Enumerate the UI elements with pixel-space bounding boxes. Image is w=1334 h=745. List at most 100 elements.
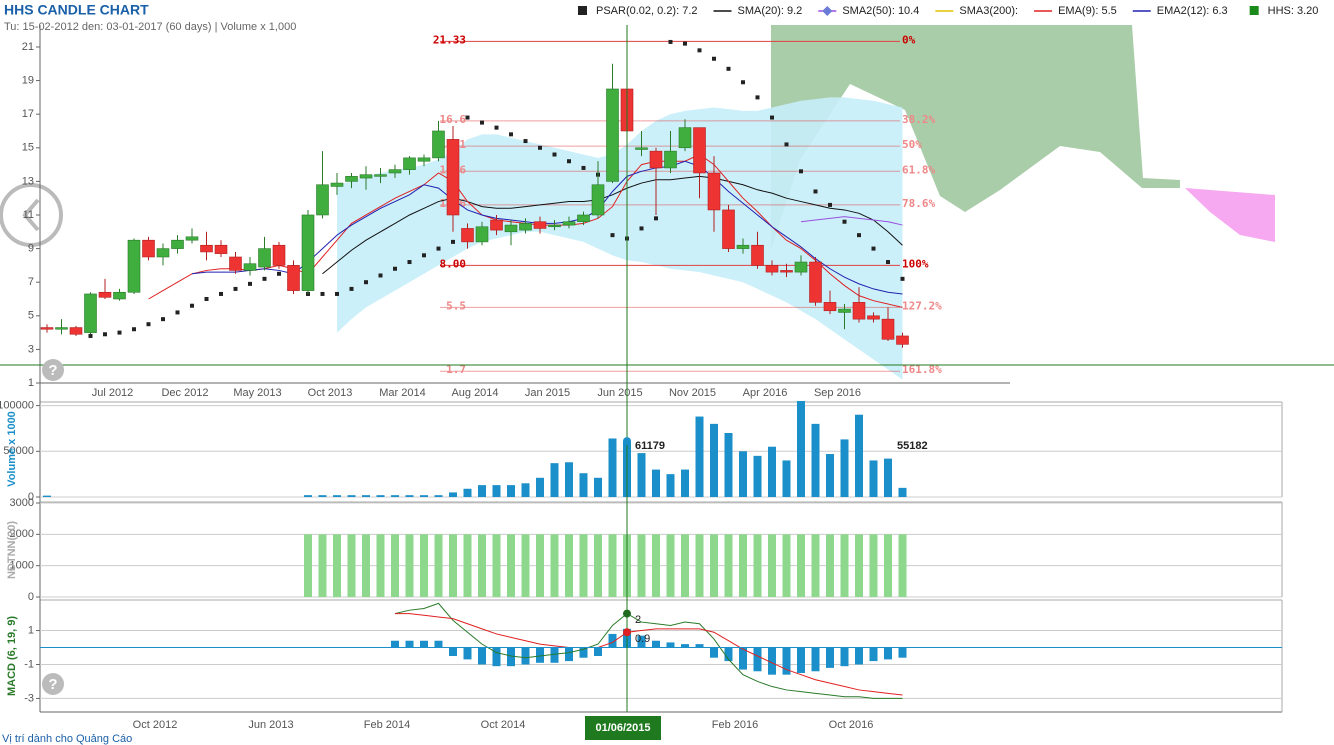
fib-value-label: 1.7 [446,363,466,376]
bar [739,647,747,670]
psar-dot [900,276,905,281]
bar [434,534,443,597]
psar-dot [683,41,687,46]
nav-prev[interactable] [0,183,63,247]
bar [608,633,617,648]
bar [695,644,704,648]
bar [434,495,443,497]
bar [884,458,892,497]
candle-body [98,291,112,298]
bar [333,534,341,597]
bar [869,534,878,597]
x-tick-label: Nov 2015 [669,387,716,399]
candle-body [55,327,68,330]
bar [826,534,834,597]
candle-body [388,169,402,174]
bar [565,647,573,662]
help-icon[interactable] [42,673,64,695]
bar [724,534,733,597]
candle-body [330,182,344,187]
bar [826,454,834,497]
bar [347,495,356,497]
help-icon[interactable] [42,359,64,381]
bar [43,495,51,497]
bar [420,495,428,497]
bar [811,647,820,672]
legend-label: EMA2(12): 6.3 [1157,5,1228,17]
candle-body [707,172,721,211]
legend-label: SMA3(200): [959,5,1018,17]
candle-body [896,335,909,345]
psar-dot [132,327,136,332]
bar [550,534,559,597]
bar [782,647,791,675]
bar [869,647,878,662]
candle-body [374,174,387,177]
psar-dot [712,56,716,61]
bar [652,469,660,497]
candle-body [403,157,416,170]
fib-level-label: 38.2% [902,113,935,126]
bar [840,439,849,497]
cursor-dot [623,609,631,618]
bar [710,647,718,658]
bar [507,647,515,667]
fib-value-label: 5.5 [446,299,466,312]
bar [449,647,457,656]
legend-label: HHS: 3.20 [1268,5,1319,17]
bar [811,423,820,497]
candle-body [867,315,880,320]
x-tick-label: Oct 2012 [133,719,178,731]
bar [797,647,805,673]
fib-level-label: 61.8% [902,163,935,176]
y-tick-label: 50000 [3,445,34,457]
psar-dot [393,266,397,271]
bar [681,469,689,497]
psar-dot [770,115,774,120]
y-tick-label: 11 [23,209,34,221]
footer: Vị trí dành cho Quảng Cáo [2,733,132,745]
bar [724,433,733,497]
bar [797,401,805,497]
bar [666,642,675,648]
fib-level-label: 50% [902,138,922,151]
x-tick-label: 01/06/2015 [595,722,650,734]
x-tick-label: Feb 2014 [364,719,410,731]
y-tick-label: 1 [28,377,34,389]
bar [347,534,356,597]
candle-body [838,308,851,313]
indicator-line [800,216,903,226]
bar [463,534,472,597]
nav-prev-arrow [22,198,40,232]
bar [420,534,428,597]
x-tick-label: Jan 2015 [525,387,570,399]
psar-dot [277,271,281,276]
candle-body [171,239,184,249]
bar [405,495,414,497]
psar-dot [248,281,252,286]
cursor-date-box [585,716,661,740]
bar [898,534,907,597]
bar [521,483,530,497]
bar [362,495,370,497]
psar-dot [146,322,151,327]
x-tick-label: Apr 2016 [743,387,788,399]
candle-body [461,228,474,243]
y-tick-label: 17 [22,108,34,120]
psar-dot [436,246,441,251]
bar [681,644,689,648]
bar [521,647,530,665]
bar [724,647,733,662]
chart-subtitle: Tu: 15-02-2012 den: 03-01-2017 (60 days)… [4,21,296,33]
psar-dot [726,66,731,71]
bar [507,485,515,497]
bar [608,438,617,497]
psar-dot [654,216,658,221]
candle-body [345,176,358,182]
bar [855,534,863,597]
x-tick-label: May 2013 [233,387,281,399]
bar [420,640,428,648]
legend-marker [822,6,833,16]
candle-body [664,150,677,169]
